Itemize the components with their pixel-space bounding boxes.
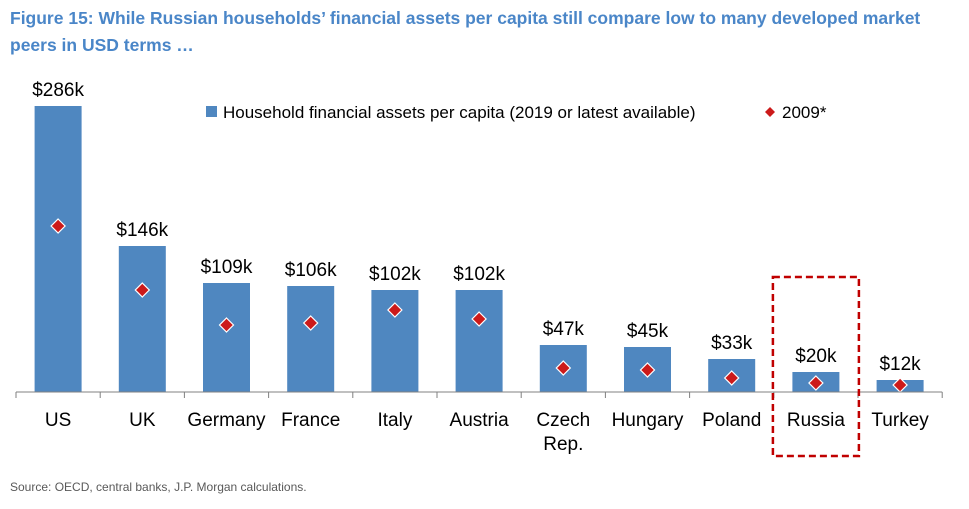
highlight-box xyxy=(771,275,861,458)
marker-2009 xyxy=(555,360,572,376)
data-label: $102k xyxy=(453,264,505,285)
marker-2009 xyxy=(50,218,66,234)
legend-bar-swatch xyxy=(206,106,217,117)
marker-2009 xyxy=(302,315,319,331)
x-tick-label: US xyxy=(45,410,71,431)
marker-2009 xyxy=(218,317,235,333)
legend-bar-label: Household financial assets per capita (2… xyxy=(223,103,696,122)
bar xyxy=(118,246,166,392)
x-axis: US UK Germany France Italy Austria Czech Rep. Hu… xyxy=(15,391,943,455)
marker-2009 xyxy=(471,311,487,327)
data-label: $33k xyxy=(711,333,753,354)
x-tick-label: Russia xyxy=(787,410,846,431)
x-tick-label: Germany xyxy=(187,410,266,431)
x-tick-label: Rep. xyxy=(543,434,583,455)
marker-2009 xyxy=(134,282,151,298)
highlight-box-group xyxy=(771,275,861,458)
chart-title: Figure 15: While Russian households’ fin… xyxy=(10,8,921,55)
x-tick-label: France xyxy=(281,410,340,431)
data-labels-group: $286k $146k $109k $106k $102k $102k $47k $45k $3… xyxy=(32,80,921,375)
x-tick-label: Turkey xyxy=(871,410,929,431)
marker-2009 xyxy=(723,370,740,386)
marker-2009 xyxy=(387,302,403,318)
x-tick-label: Hungary xyxy=(612,410,684,431)
data-label: $47k xyxy=(543,319,585,340)
bar xyxy=(287,286,335,392)
x-tick-label: Czech xyxy=(536,410,590,431)
data-label: $12k xyxy=(879,354,921,375)
data-label: $102k xyxy=(369,264,421,285)
bar xyxy=(455,290,503,392)
x-tick-label: UK xyxy=(129,410,156,431)
data-label: $106k xyxy=(285,260,337,281)
source-note: Source: OECD, central banks, J.P. Morgan… xyxy=(10,480,307,494)
data-label: $109k xyxy=(201,257,253,278)
bars-group xyxy=(34,106,924,392)
data-label: $20k xyxy=(795,346,837,367)
bar xyxy=(203,283,250,392)
markers-group xyxy=(50,218,908,393)
data-label: $286k xyxy=(32,80,84,101)
data-label: $146k xyxy=(116,220,168,241)
x-tick-label: Austria xyxy=(450,410,510,431)
legend: Household financial assets per capita (2… xyxy=(206,103,827,122)
data-label: $45k xyxy=(627,321,669,342)
legend-marker-swatch xyxy=(765,107,775,117)
legend-marker-label: 2009* xyxy=(782,103,827,122)
marker-2009 xyxy=(639,362,656,378)
x-tick-label: Poland xyxy=(702,410,761,431)
marker-2009 xyxy=(808,375,824,391)
bar xyxy=(34,106,82,392)
x-tick-label: Italy xyxy=(377,410,412,431)
